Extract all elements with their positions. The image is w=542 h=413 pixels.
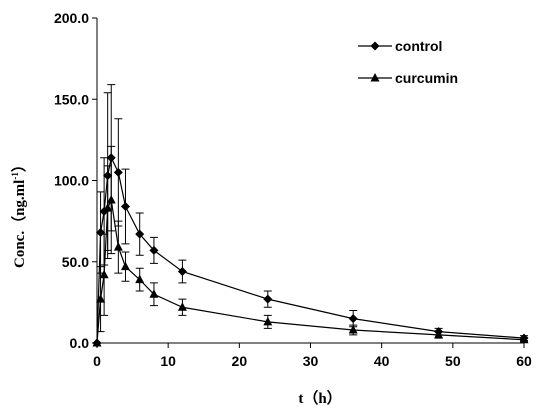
x-tick-label: 60 bbox=[516, 353, 532, 369]
y-axis-title: Conc.（ng.ml-1） bbox=[10, 157, 28, 268]
series-line-control bbox=[96, 155, 525, 344]
legend-marker-curcumin bbox=[370, 73, 380, 82]
data-point-curcumin bbox=[519, 334, 529, 344]
data-point-curcumin bbox=[149, 289, 159, 298]
y-tick-label: 0.0 bbox=[70, 335, 90, 351]
data-point-curcumin bbox=[263, 316, 273, 326]
series-line-curcumin bbox=[96, 197, 525, 344]
plot-area: 0.0 50.0 100.0 150.0 200.0 0 10 20 30 40 50 60 bbox=[54, 10, 532, 369]
data-point-control bbox=[120, 202, 130, 211]
y-axis-title-close: ） bbox=[10, 157, 28, 172]
data-point-control bbox=[348, 314, 358, 324]
data-point-curcumin bbox=[434, 329, 444, 339]
legend-entry-curcumin: curcumin bbox=[358, 70, 458, 86]
x-axis-title: t（h） bbox=[298, 389, 341, 407]
legend-label-curcumin: curcumin bbox=[395, 70, 458, 86]
legend: control curcumin bbox=[358, 38, 458, 86]
data-point-curcumin bbox=[135, 274, 145, 284]
y-axis-title-main: Conc.（ng.ml bbox=[10, 180, 28, 268]
data-point-control bbox=[135, 229, 145, 239]
data-point-curcumin bbox=[92, 338, 102, 347]
data-point-curcumin bbox=[106, 195, 116, 204]
data-point-curcumin bbox=[113, 242, 123, 251]
legend-marker-control bbox=[370, 41, 380, 51]
data-point-curcumin bbox=[177, 302, 187, 311]
data-point-control bbox=[96, 228, 106, 237]
y-axis-title-superscript: -1 bbox=[10, 172, 20, 180]
data-point-curcumin bbox=[103, 203, 113, 212]
y-tick-label: 50.0 bbox=[62, 254, 89, 270]
data-point-curcumin bbox=[99, 269, 109, 279]
x-tick-label: 50 bbox=[445, 353, 461, 369]
y-tick-label: 200.0 bbox=[54, 10, 89, 26]
legend-entry-control: control bbox=[358, 38, 442, 54]
x-tick-label: 40 bbox=[374, 353, 390, 369]
data-point-curcumin bbox=[348, 325, 358, 334]
data-point-control bbox=[113, 167, 123, 177]
y-tick-label: 150.0 bbox=[54, 91, 89, 107]
data-point-curcumin bbox=[120, 261, 130, 271]
x-tick-label: 10 bbox=[160, 353, 176, 369]
data-point-control bbox=[263, 294, 273, 304]
legend-label-control: control bbox=[395, 38, 442, 54]
data-point-control bbox=[177, 267, 187, 276]
data-point-control bbox=[149, 245, 159, 255]
y-tick-label: 100.0 bbox=[54, 173, 89, 189]
x-tick-label: 30 bbox=[303, 353, 319, 369]
x-tick-label: 20 bbox=[232, 353, 248, 369]
data-point-curcumin bbox=[96, 294, 106, 303]
x-tick-label: 0 bbox=[93, 353, 101, 369]
